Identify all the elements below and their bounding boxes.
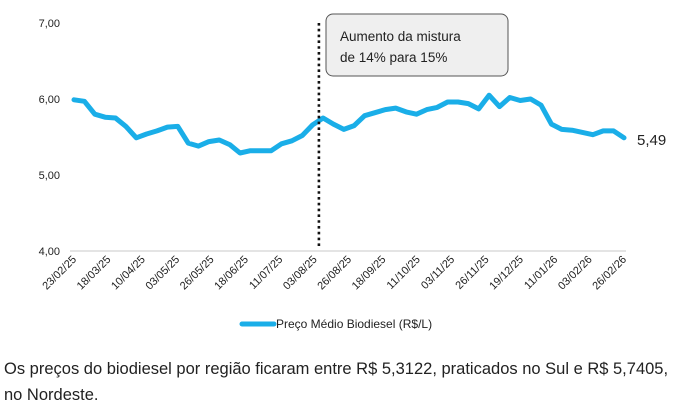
x-tick-label: 26/11/25 xyxy=(453,254,491,292)
x-tick-label: 03/05/25 xyxy=(143,254,182,293)
annotation-box: Aumento da mistura de 14% para 15% xyxy=(325,13,509,77)
x-tick-label: 03/11/25 xyxy=(419,254,457,292)
series-line xyxy=(71,92,627,156)
x-tick-label: 03/08/25 xyxy=(281,254,320,293)
x-tick-label: 23/02/25 xyxy=(40,254,79,293)
y-tick-label: 7,00 xyxy=(39,18,60,30)
x-tick-label: 18/09/25 xyxy=(350,254,389,293)
x-tick-label: 18/06/25 xyxy=(212,254,251,293)
y-axis: 4,00 5,00 6,00 7,00 xyxy=(39,18,60,258)
x-tick-label: 10/04/25 xyxy=(109,254,148,293)
legend: Preço Médio Biodiesel (R$/L) xyxy=(239,317,432,331)
x-tick-label: 11/07/25 xyxy=(247,254,285,292)
line-chart: 4,00 5,00 6,00 7,00 23/02/2518/03/2510/04/2… xyxy=(39,13,666,331)
annotation-text-line-2: de 14% para 15% xyxy=(340,50,447,65)
y-tick-label: 4,00 xyxy=(39,246,60,258)
caption-text: Os preços do biodiesel por região ficara… xyxy=(4,360,669,404)
last-value-label: 5,49 xyxy=(637,132,666,149)
x-tick-label: 11/01/26 xyxy=(522,254,560,292)
annotation-text-line-1: Aumento da mistura xyxy=(340,29,461,44)
x-tick-label: 19/12/25 xyxy=(487,254,526,293)
x-tick-label: 26/02/26 xyxy=(590,254,629,293)
x-tick-label: 03/02/26 xyxy=(556,254,595,293)
x-tick-label: 26/05/25 xyxy=(178,254,217,293)
x-tick-label: 11/10/25 xyxy=(385,254,423,292)
x-axis: 23/02/2518/03/2510/04/2503/05/2526/05/25… xyxy=(40,254,629,293)
legend-label: Preço Médio Biodiesel (R$/L) xyxy=(276,317,432,331)
x-tick-label: 26/08/25 xyxy=(315,254,354,293)
x-tick-label: 18/03/25 xyxy=(75,254,114,293)
y-tick-label: 6,00 xyxy=(39,94,60,106)
y-tick-label: 5,00 xyxy=(39,170,60,182)
